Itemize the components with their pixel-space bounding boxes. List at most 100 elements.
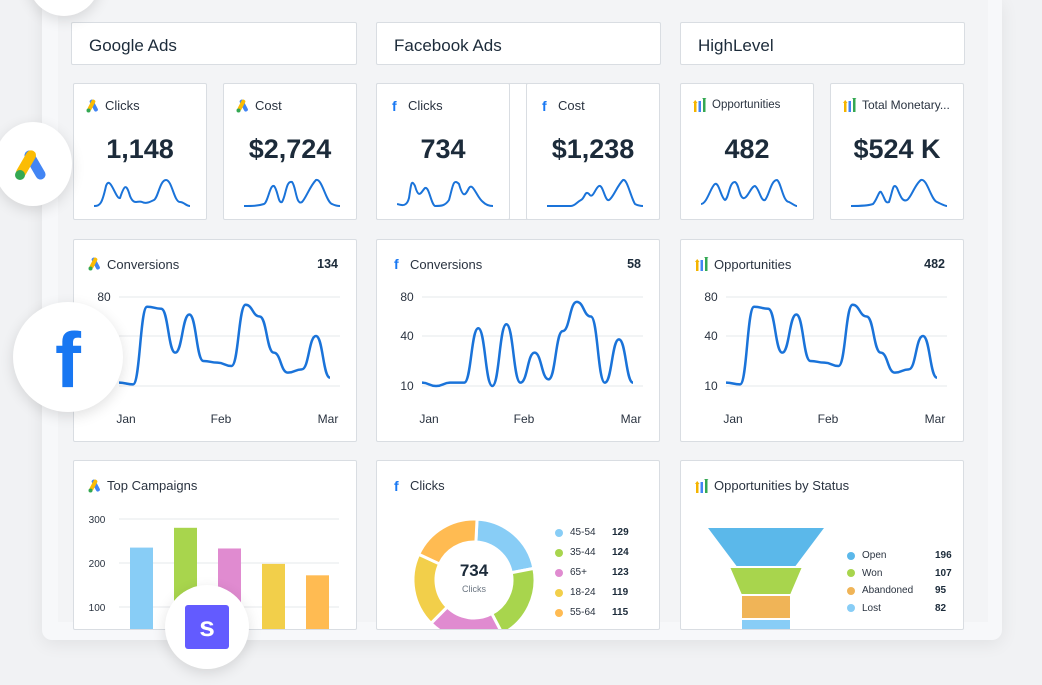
- chart-total: 58: [627, 257, 641, 271]
- kpi-card-highlevel-opportunities[interactable]: Opportunities 482: [680, 83, 814, 220]
- donut-slice: [489, 566, 537, 629]
- facebook-icon: f: [391, 257, 405, 272]
- sparkline: [547, 179, 643, 207]
- kpi-card-google-cost[interactable]: Cost $2,724: [223, 83, 357, 220]
- svg-text:f: f: [394, 479, 399, 493]
- sparkline: [94, 178, 190, 207]
- donut-slice: [411, 552, 450, 626]
- funnel-segment: [727, 566, 805, 596]
- chart-total: 482: [924, 257, 945, 271]
- x-tick-label: Jan: [723, 412, 742, 426]
- y-tick-label: 40: [400, 329, 414, 343]
- section-header-highlevel: HighLevel: [680, 22, 965, 65]
- stripe-badge[interactable]: s: [165, 585, 249, 669]
- legend-item: Lost: [847, 603, 881, 614]
- section-title: Google Ads: [89, 36, 177, 55]
- donut-center-value: 734: [459, 561, 489, 580]
- highlevel-icon: [695, 257, 709, 272]
- legend-label: Open: [862, 550, 887, 561]
- legend-value: 82: [935, 602, 947, 614]
- legend-value: 123: [612, 567, 629, 578]
- svg-text:f: f: [394, 257, 399, 271]
- legend-dot: [555, 608, 563, 617]
- line-chart-card-facebook[interactable]: f Conversions 58 10 40 80 Jan Feb Mar: [376, 239, 660, 442]
- kpi-card-highlevel-total-monetary[interactable]: Total Monetary... $524 K: [830, 83, 964, 220]
- legend-item: 18-24: [555, 587, 596, 598]
- legend-value: 107: [935, 567, 952, 579]
- kpi-label: Clicks: [408, 98, 443, 113]
- x-tick-label: Feb: [514, 412, 535, 426]
- google-ads-icon: [236, 99, 250, 113]
- section-title: Facebook Ads: [394, 36, 502, 55]
- legend-item: Won: [847, 568, 882, 579]
- kpi-card-facebook-clicks[interactable]: f Clicks 734: [376, 83, 510, 220]
- legend-dot: [555, 568, 563, 577]
- facebook-icon: f: [55, 316, 81, 404]
- legend-item: 45-54: [555, 527, 596, 538]
- donut-slice: [416, 517, 479, 566]
- legend-value: 115: [612, 607, 629, 618]
- facebook-icon: f: [391, 478, 405, 494]
- section-header-google: Google Ads: [71, 22, 357, 65]
- facebook-icon: f: [539, 98, 553, 113]
- google-ads-icon: [15, 150, 46, 180]
- legend-label: Won: [862, 567, 883, 579]
- kpi-value: $1,238: [551, 134, 635, 164]
- kpi-overlay: f Clicks 734 f Cost $1,238 Opportunities 4…: [58, 0, 988, 622]
- legend-item: 65+: [555, 567, 587, 578]
- chart-title: Clicks: [410, 478, 445, 493]
- legend-value: 196: [935, 550, 952, 561]
- legend-label: 65+: [570, 567, 587, 578]
- google-ads-badge[interactable]: [0, 122, 72, 206]
- bar: [130, 547, 153, 629]
- bar: [306, 575, 329, 629]
- legend-label: 35-44: [570, 547, 596, 558]
- legend-item: 55-64: [555, 607, 596, 618]
- legend-item: Open: [847, 550, 886, 561]
- kpi-value: 734: [420, 134, 466, 164]
- kpi-label: Opportunities: [712, 99, 781, 111]
- x-tick-label: Mar: [925, 412, 946, 426]
- legend-label: Lost: [862, 602, 881, 614]
- line-chart-card-highlevel[interactable]: Opportunities 482 10 40 80 Jan Feb Mar: [680, 239, 964, 442]
- google-ads-icon: [86, 99, 100, 113]
- chart-total: 134: [317, 257, 338, 271]
- legend-dot: [847, 569, 855, 577]
- legend-dot: [847, 551, 855, 560]
- sparkline: [851, 179, 947, 207]
- kpi-card-facebook-cost[interactable]: f Cost $1,238: [526, 83, 660, 220]
- y-tick-label: 10: [400, 379, 414, 393]
- y-tick-label: 300: [89, 515, 106, 526]
- funnel-segment: [740, 594, 792, 620]
- clicks-donut-card[interactable]: f Clicks 734 Clicks 45-54 129 35-44 124 65+ 12…: [376, 460, 660, 630]
- kpi-label: Total Monetary...: [862, 98, 950, 112]
- kpi-value: $2,724: [248, 134, 332, 164]
- y-tick-label: 80: [704, 290, 718, 304]
- kpi-value: 1,148: [106, 134, 174, 164]
- kpi-card-google-clicks[interactable]: Clicks 1,148: [73, 83, 207, 220]
- svg-text:f: f: [392, 99, 397, 113]
- legend-dot: [555, 588, 563, 597]
- y-tick-label: 100: [89, 603, 106, 614]
- legend-value: 119: [612, 587, 629, 598]
- highlevel-icon: [695, 477, 709, 493]
- facebook-badge[interactable]: f: [13, 302, 123, 412]
- legend-dot: [847, 604, 855, 612]
- opportunities-funnel-chart: [704, 526, 828, 629]
- google-ads-icon: [88, 257, 102, 272]
- series-line: [118, 303, 332, 386]
- legend-label: 18-24: [570, 587, 596, 598]
- y-tick-label: 200: [89, 559, 106, 570]
- chart-title: Top Campaigns: [107, 478, 198, 493]
- legend-value: 124: [612, 547, 629, 558]
- conversions-line-chart: 10 40 80 Jan Feb Mar: [400, 290, 643, 426]
- x-tick-label: Mar: [621, 412, 642, 426]
- y-tick-label: 80: [97, 290, 111, 304]
- x-tick-label: Jan: [116, 412, 135, 426]
- sparkline: [701, 178, 797, 207]
- opportunities-funnel-card[interactable]: Opportunities by Status Open 196 Won 107 Aba…: [680, 460, 964, 630]
- x-tick-label: Mar: [318, 412, 339, 426]
- x-tick-label: Jan: [419, 412, 438, 426]
- chart-title: Opportunities: [714, 257, 792, 272]
- legend-dot: [555, 548, 563, 557]
